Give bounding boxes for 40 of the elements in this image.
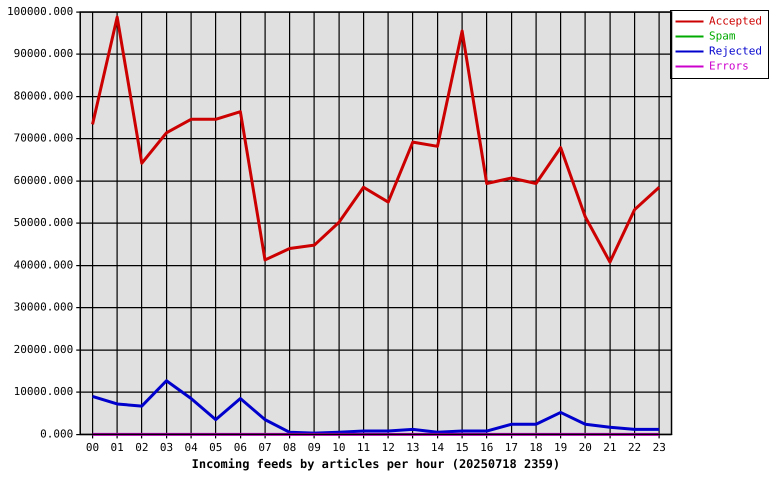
x-tick-label: 04 [184,440,198,454]
legend-label: Errors [709,59,749,72]
x-tick-label: 01 [110,440,124,454]
x-tick-label: 20 [578,440,592,454]
x-tick-label: 10 [332,440,346,454]
x-tick-label: 08 [283,440,296,454]
y-tick-label: 90000.000 [14,47,74,60]
x-tick-label: 23 [652,440,666,454]
legend-label: Spam [709,29,736,42]
legend-label: Rejected [709,44,762,58]
x-tick-label: 14 [430,440,444,454]
x-tick-label: 13 [406,440,420,454]
y-tick-label: 80000.000 [14,89,74,102]
x-tick-label: 02 [135,440,148,454]
x-tick-label: 15 [455,440,469,454]
x-tick-label: 16 [480,440,494,454]
y-tick-label: 10000.000 [14,385,74,398]
y-tick-label: 100000.000 [6,4,74,18]
x-tick-label: 18 [529,440,543,454]
x-axis-title: Incoming feeds by articles per hour (20250718 2359) [192,456,560,471]
legend-label: Accepted [709,14,762,28]
y-tick-label: 0.000 [40,427,74,440]
x-tick-label: 12 [382,440,395,454]
x-tick-label: 11 [356,440,370,454]
y-tick-label: 70000.000 [14,132,74,145]
x-tick-label: 09 [308,440,321,454]
y-tick-label: 50000.000 [14,216,74,230]
x-tick-label: 07 [258,440,272,454]
x-tick-label: 06 [234,440,247,454]
y-tick-label: 20000.000 [14,342,74,356]
y-tick-label: 30000.000 [14,300,74,314]
y-tick-label: 40000.000 [14,258,74,272]
x-tick-label: 00 [86,440,100,454]
x-tick-label: 21 [603,440,617,454]
x-tick-label: 22 [628,440,642,454]
x-tick-label: 19 [554,440,568,454]
y-tick-label: 60000.000 [14,174,74,187]
x-tick-label: 03 [160,440,174,454]
x-tick-label: 05 [209,440,222,454]
x-tick-label: 17 [504,440,518,454]
